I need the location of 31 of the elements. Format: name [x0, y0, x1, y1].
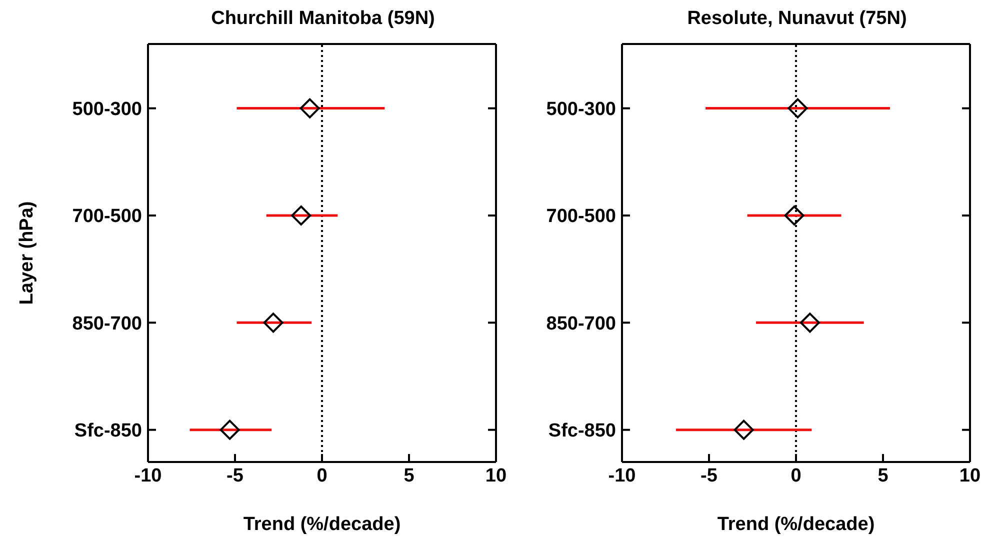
chart-title: Churchill Manitoba (59N) [210, 8, 436, 31]
point [784, 205, 804, 226]
chart-title: Resolute, Nunavut (75N) [686, 8, 908, 31]
point [800, 312, 820, 333]
x-tick-label: -5 [700, 465, 718, 486]
x-tick-label: -10 [134, 465, 162, 486]
y-tick-label: 500-300 [72, 99, 142, 120]
point [788, 98, 808, 118]
y-tick-label: Sfc-850 [74, 420, 142, 442]
x-tick-label: 10 [485, 465, 507, 486]
point [300, 98, 320, 118]
x-tick-label: 5 [404, 465, 415, 486]
x-tick-label: 10 [959, 465, 981, 486]
x-tick-label: 0 [790, 465, 802, 486]
point [734, 420, 754, 440]
point [220, 420, 240, 440]
point [263, 312, 284, 333]
x-tick-label: 5 [878, 465, 889, 486]
x-tick-label: -10 [608, 465, 636, 486]
x-axis-title: Trend (%/decade) [717, 514, 875, 535]
x-tick-label: 0 [316, 465, 328, 486]
y-tick-label: 700-500 [546, 206, 616, 228]
x-tick-label: -5 [226, 465, 244, 486]
point [291, 205, 312, 226]
x-axis-title: Trend (%/decade) [243, 514, 401, 535]
y-tick-label: 700-500 [72, 206, 142, 228]
y-tick-label: 850-700 [546, 313, 616, 334]
y-tick-label: 850-700 [72, 313, 142, 334]
y-tick-label: 500-300 [546, 99, 616, 120]
y-tick-label: Sfc-850 [548, 420, 616, 442]
y-axis-title: Layer (hPa) [16, 201, 38, 305]
